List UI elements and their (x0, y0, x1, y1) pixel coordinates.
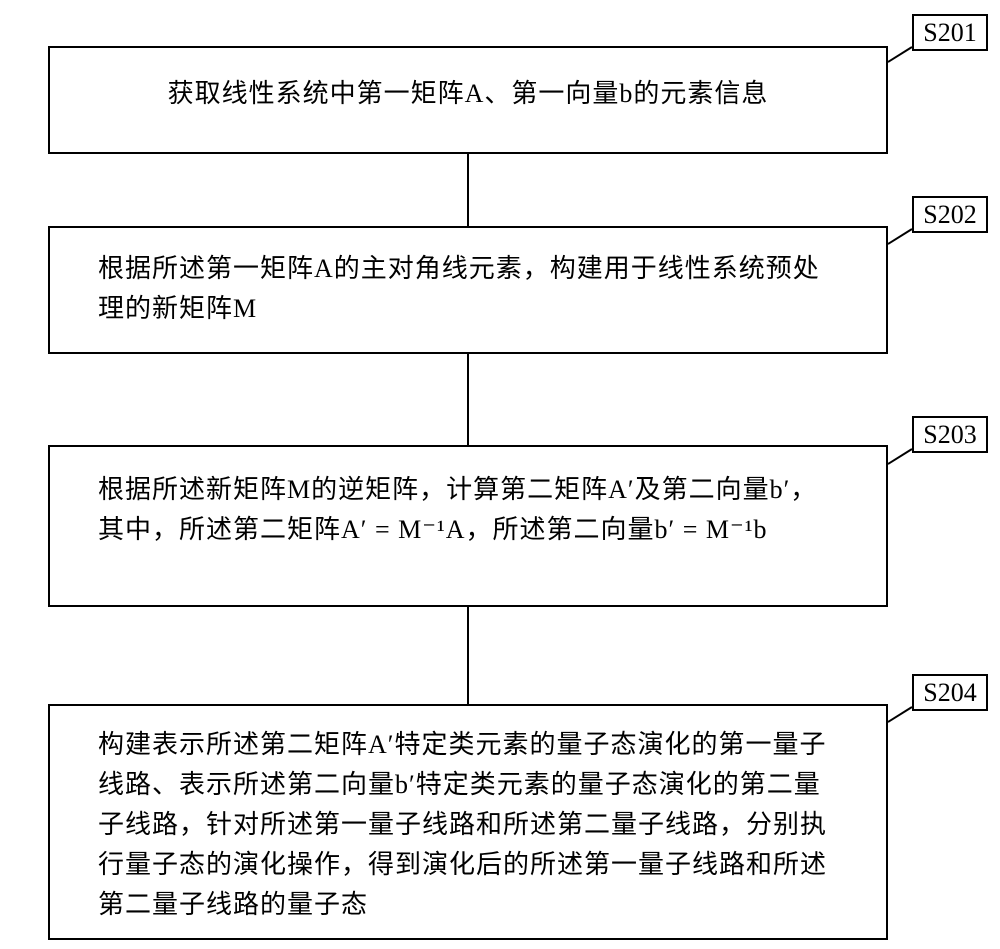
flowchart-box-text-S201: 获取线性系统中第一矩阵A、第一向量b的元素信息 (158, 74, 778, 114)
step-label-S202: S202 (912, 196, 988, 233)
step-label-S203: S203 (912, 416, 988, 453)
step-label-S201: S201 (912, 14, 988, 51)
flowchart-box-text-S204: 构建表示所述第二矩阵A′特定类元素的量子态演化的第一量子线路、表示所述第二向量b… (98, 725, 838, 925)
flowchart-box-text-S202: 根据所述第一矩阵A的主对角线元素，构建用于线性系统预处理的新矩阵M (98, 249, 838, 329)
flowchart-box-text-S203: 根据所述新矩阵M的逆矩阵，计算第二矩阵A′及第二向量b′，其中，所述第二矩阵A′… (98, 470, 838, 550)
step-label-S204: S204 (912, 674, 988, 711)
